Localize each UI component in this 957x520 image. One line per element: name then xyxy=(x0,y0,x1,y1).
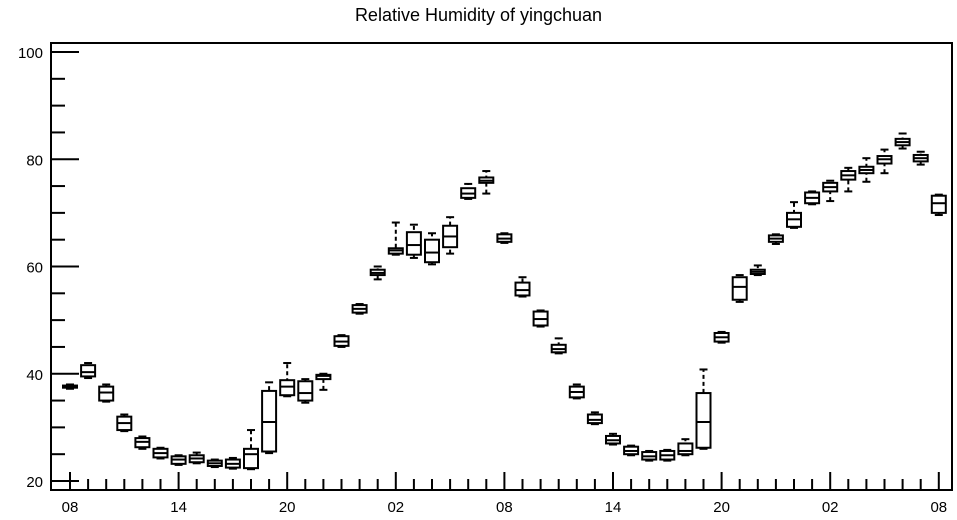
box-23 xyxy=(460,182,477,200)
box-29 xyxy=(568,383,585,400)
x-tick-label: 20 xyxy=(713,499,730,516)
x-tick-label: 02 xyxy=(822,499,839,516)
box-34 xyxy=(659,448,676,462)
box-43 xyxy=(822,179,839,203)
plot-frame xyxy=(50,42,953,491)
box-body xyxy=(80,364,97,378)
box-body xyxy=(315,373,332,381)
box-9 xyxy=(206,458,223,469)
box-15 xyxy=(315,372,332,391)
box-19 xyxy=(387,221,404,256)
box-1 xyxy=(62,383,78,390)
box-20 xyxy=(405,223,422,259)
box-body xyxy=(297,380,314,402)
x-tick-label: 08 xyxy=(930,499,947,516)
x-tick-label: 14 xyxy=(170,499,187,516)
box-16 xyxy=(333,334,350,348)
box-body xyxy=(514,281,531,297)
box-47 xyxy=(894,132,911,150)
box-12 xyxy=(261,381,278,455)
x-tick-label: 08 xyxy=(496,499,513,516)
box-38 xyxy=(731,274,748,303)
box-5 xyxy=(134,435,151,450)
box-28 xyxy=(550,337,567,355)
box-6 xyxy=(152,446,169,460)
box-body xyxy=(930,194,947,214)
box-body xyxy=(405,231,422,256)
box-46 xyxy=(876,148,893,175)
y-axis: 20 40 60 80 100 xyxy=(18,45,79,491)
box-21 xyxy=(424,232,440,266)
x-axis: 08 14 20 02 08 14 20 02 08 xyxy=(62,472,947,516)
box-4 xyxy=(116,413,133,433)
x-tick-label: 02 xyxy=(387,499,404,516)
box-32 xyxy=(623,444,640,457)
box-2 xyxy=(80,362,97,380)
box-30 xyxy=(586,411,603,426)
box-14 xyxy=(297,378,314,404)
box-body xyxy=(98,385,115,402)
box-body xyxy=(586,413,603,425)
chart-title: Relative Humidity of yingchuan xyxy=(354,5,603,25)
box-body xyxy=(677,442,694,456)
box-35 xyxy=(677,438,694,457)
box-series xyxy=(62,132,947,471)
y-tick-label: 60 xyxy=(26,260,43,277)
box-13 xyxy=(279,362,296,398)
box-42 xyxy=(804,190,821,206)
box-body xyxy=(243,447,259,470)
box-17 xyxy=(351,303,368,315)
box-33 xyxy=(641,449,658,462)
box-24 xyxy=(478,170,495,195)
box-7 xyxy=(170,454,187,466)
box-45 xyxy=(858,157,875,183)
x-tick-label: 08 xyxy=(62,499,79,516)
box-body xyxy=(424,238,440,264)
box-39 xyxy=(749,264,766,277)
box-18 xyxy=(369,265,386,281)
box-3 xyxy=(98,383,115,403)
y-tick-label: 80 xyxy=(26,152,43,169)
box-48 xyxy=(912,150,929,166)
y-tick-label: 100 xyxy=(18,45,43,62)
box-22 xyxy=(442,216,459,255)
box-body xyxy=(279,379,296,397)
y-tick-label: 20 xyxy=(26,474,43,491)
box-body xyxy=(695,392,712,449)
box-41 xyxy=(786,201,802,229)
box-11 xyxy=(243,429,259,471)
y-tick-label: 40 xyxy=(26,367,43,384)
box-40 xyxy=(767,233,784,245)
box-49 xyxy=(930,193,947,217)
box-10 xyxy=(224,456,241,470)
x-tick-label: 14 xyxy=(605,499,622,516)
box-37 xyxy=(713,330,730,344)
box-8 xyxy=(188,451,205,465)
box-36 xyxy=(695,368,712,450)
box-body xyxy=(731,276,748,301)
box-27 xyxy=(532,309,549,328)
box-26 xyxy=(514,276,531,298)
box-25 xyxy=(496,232,513,244)
box-44 xyxy=(840,166,857,193)
x-tick-label: 20 xyxy=(279,499,296,516)
box-31 xyxy=(605,432,621,446)
